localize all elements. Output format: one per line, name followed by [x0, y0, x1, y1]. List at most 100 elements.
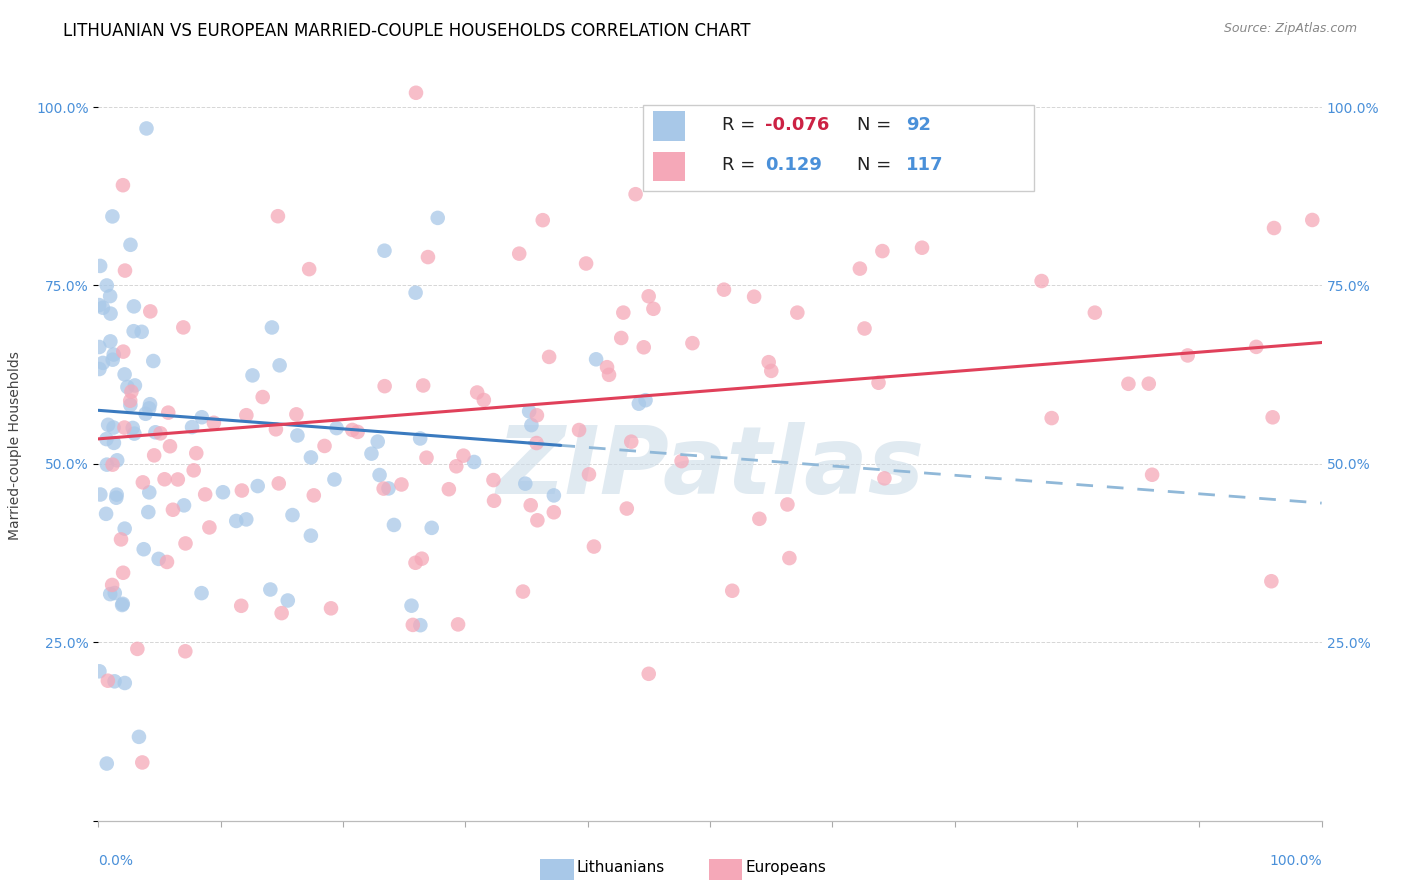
Point: [420, 521, 443, 535]
Point: [104, 586, 127, 600]
Point: [853, 321, 876, 335]
Point: [120, 393, 142, 408]
Point: [405, 556, 427, 570]
Point: [409, 618, 432, 632]
Point: [374, 379, 396, 393]
Point: [103, 420, 125, 434]
Point: [412, 378, 434, 392]
Point: [136, 505, 159, 519]
Point: [105, 488, 128, 502]
Point: [1137, 376, 1160, 391]
Text: Lithuanians: Lithuanians: [576, 860, 665, 874]
Point: [91, 301, 114, 315]
Point: [585, 352, 607, 367]
Point: [531, 213, 554, 227]
Point: [405, 86, 427, 100]
Point: [105, 491, 128, 505]
Point: [287, 428, 309, 442]
Point: [634, 393, 657, 408]
Point: [139, 304, 162, 318]
Point: [402, 618, 425, 632]
Point: [314, 439, 336, 453]
Point: [264, 422, 287, 436]
Point: [517, 404, 540, 418]
Point: [453, 449, 475, 463]
Text: ZIPatlas: ZIPatlas: [496, 423, 924, 515]
Point: [183, 463, 205, 477]
Point: [1140, 467, 1163, 482]
Point: [162, 502, 184, 516]
Point: [120, 384, 142, 399]
Point: [1263, 221, 1285, 235]
Point: [111, 598, 134, 612]
Point: [616, 501, 638, 516]
Point: [128, 730, 150, 744]
Point: [302, 488, 325, 502]
Point: [382, 518, 405, 533]
Point: [323, 473, 346, 487]
Point: [721, 583, 744, 598]
Text: Source: ZipAtlas.com: Source: ZipAtlas.com: [1223, 22, 1357, 36]
Point: [191, 410, 214, 425]
Point: [911, 241, 934, 255]
Point: [582, 540, 605, 554]
Point: [610, 331, 633, 345]
Point: [681, 336, 703, 351]
Point: [637, 289, 659, 303]
Point: [143, 448, 166, 462]
Point: [114, 676, 136, 690]
Point: [1040, 411, 1063, 425]
Text: 92: 92: [905, 116, 931, 134]
Point: [1244, 340, 1267, 354]
Point: [120, 237, 142, 252]
Point: [538, 350, 561, 364]
Point: [148, 552, 170, 566]
Point: [1084, 306, 1107, 320]
Point: [786, 305, 808, 319]
Point: [103, 674, 125, 689]
Point: [543, 505, 565, 519]
Text: 0.0%: 0.0%: [98, 855, 134, 868]
Point: [89, 487, 111, 501]
Point: [447, 617, 470, 632]
Point: [405, 285, 427, 300]
Point: [575, 256, 598, 270]
Point: [319, 601, 342, 615]
Point: [368, 468, 391, 483]
Point: [156, 555, 179, 569]
Point: [89, 298, 111, 312]
Point: [190, 586, 212, 600]
Point: [508, 246, 530, 260]
Point: [526, 409, 548, 423]
Point: [526, 436, 548, 450]
Point: [135, 407, 157, 421]
Point: [426, 211, 449, 225]
Point: [643, 301, 665, 316]
Point: [325, 421, 347, 435]
Point: [235, 512, 257, 526]
Point: [101, 458, 124, 472]
Point: [103, 347, 125, 361]
Point: [1177, 348, 1199, 362]
Point: [298, 262, 321, 277]
Point: [142, 354, 165, 368]
Point: [96, 278, 118, 293]
Text: LITHUANIAN VS EUROPEAN MARRIED-COUPLE HOUSEHOLDS CORRELATION CHART: LITHUANIAN VS EUROPEAN MARRIED-COUPLE HO…: [63, 22, 751, 40]
Point: [246, 479, 269, 493]
Point: [267, 476, 290, 491]
Point: [127, 641, 149, 656]
Point: [391, 477, 413, 491]
Point: [482, 473, 505, 487]
Point: [120, 398, 142, 412]
Point: [114, 368, 136, 382]
Point: [342, 423, 364, 437]
Point: [231, 599, 253, 613]
Point: [620, 434, 643, 449]
Point: [198, 520, 221, 534]
Point: [409, 432, 432, 446]
Point: [778, 551, 800, 566]
Point: [519, 498, 541, 512]
Point: [624, 187, 647, 202]
Point: [231, 483, 253, 498]
Point: [131, 325, 153, 339]
